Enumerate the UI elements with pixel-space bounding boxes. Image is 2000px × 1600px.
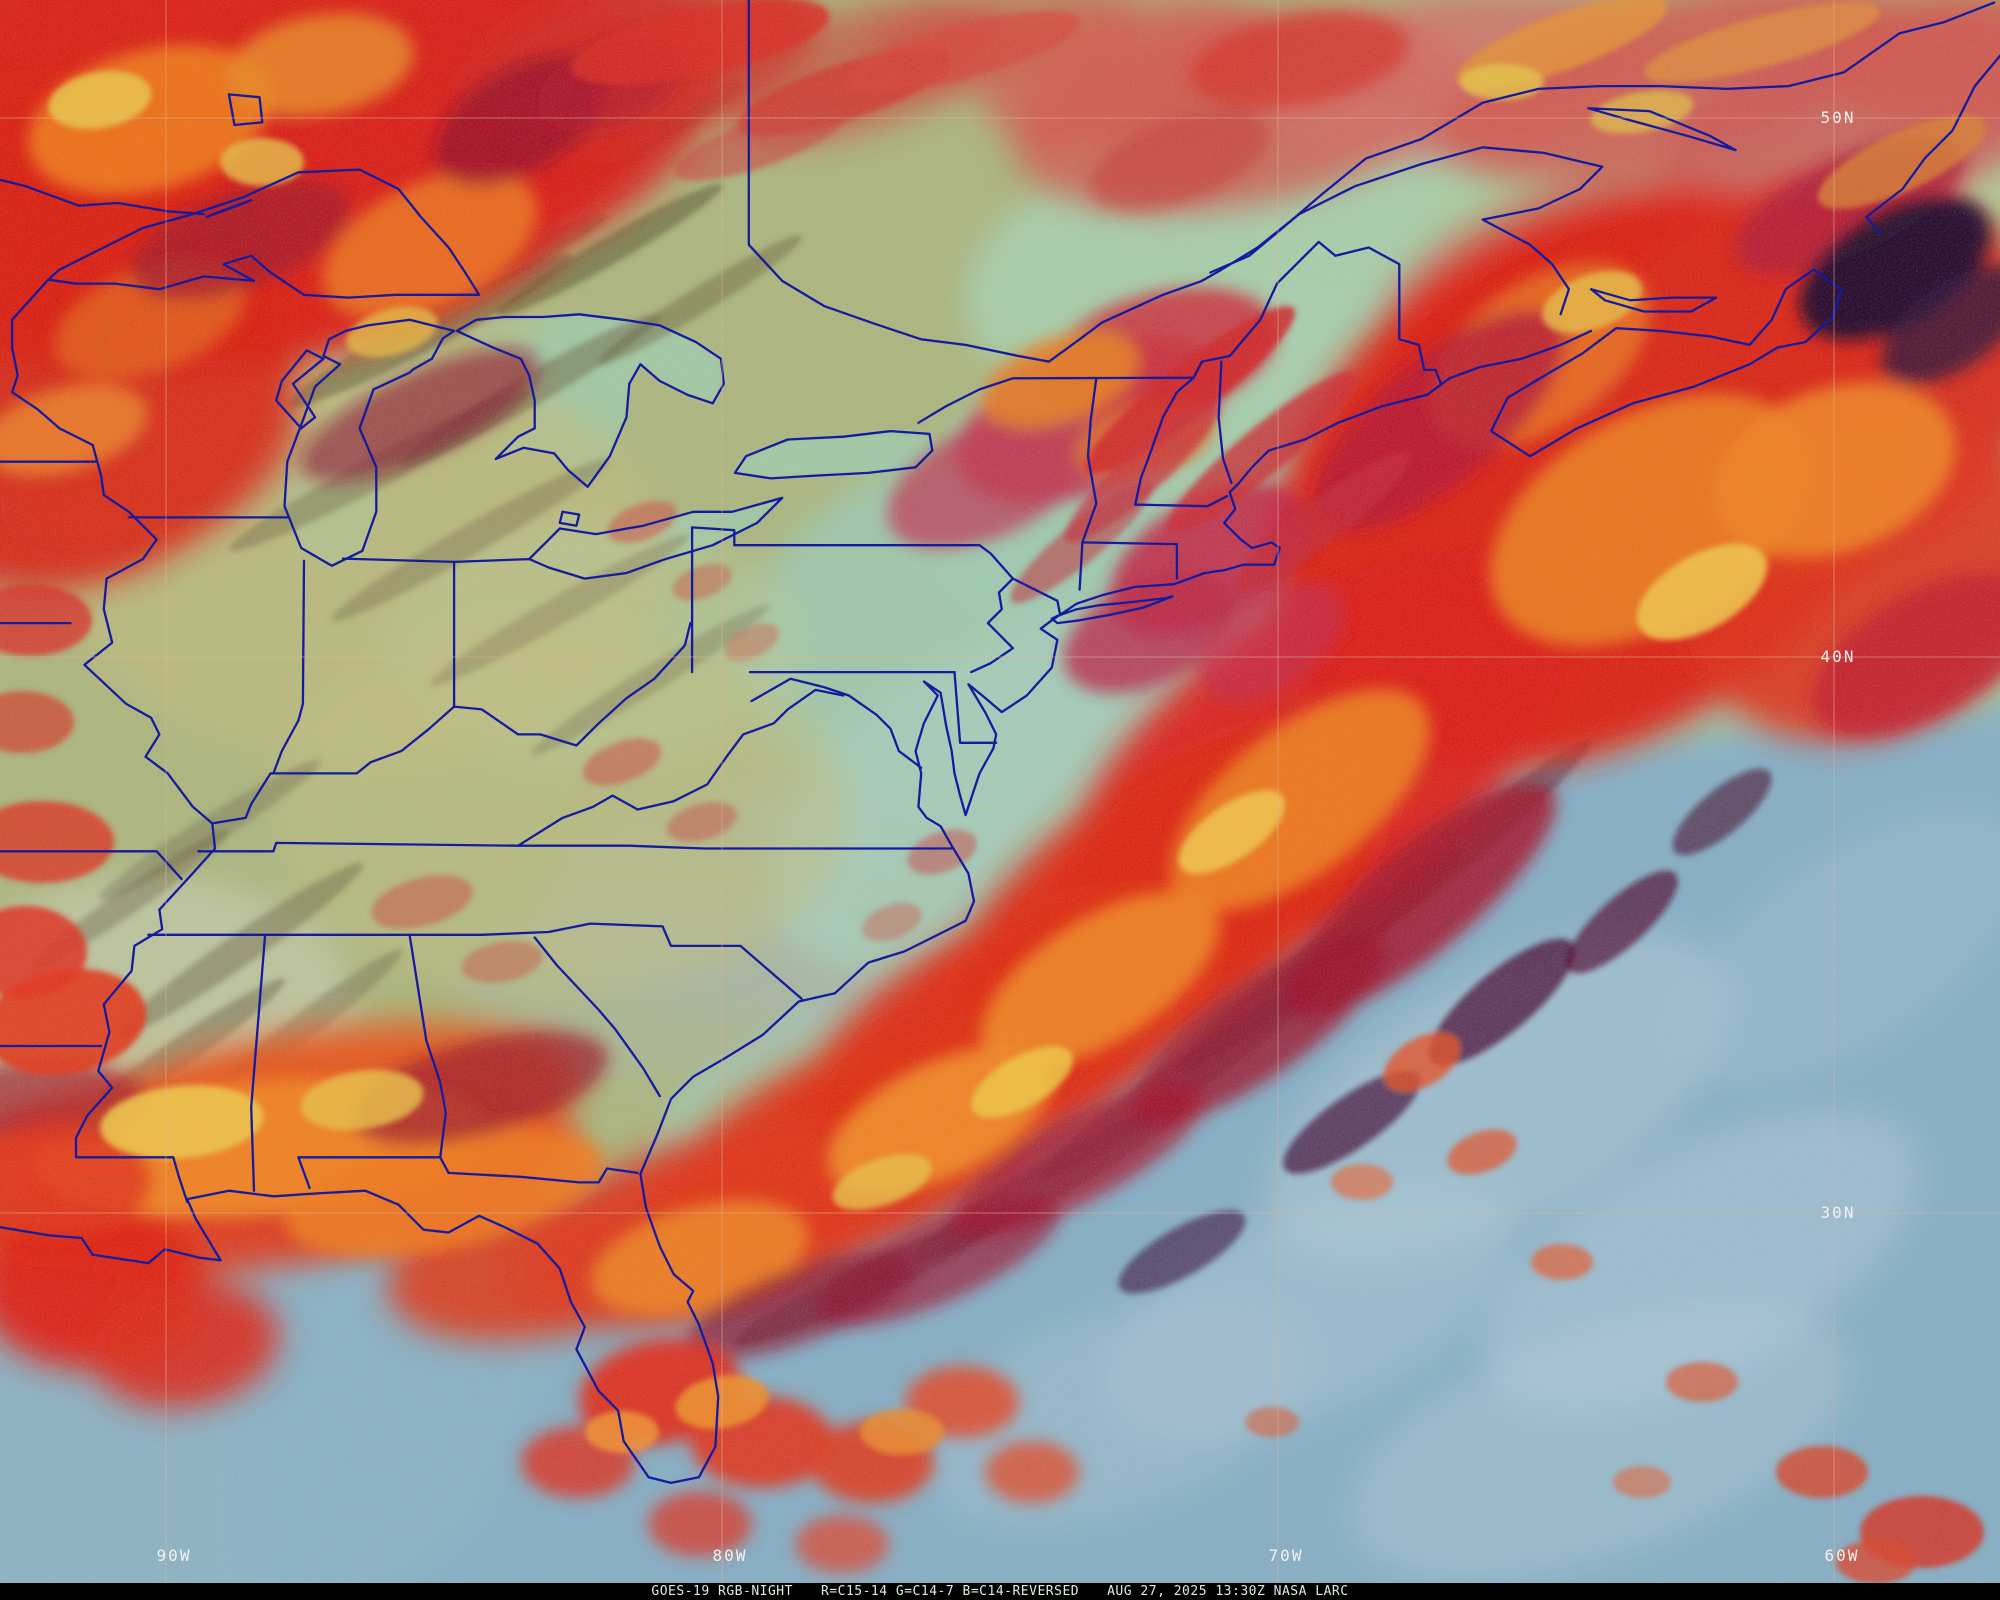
grid-label-60w: 60W (1825, 1546, 1860, 1565)
caption-recipe: R=C15-14 G=C14-7 B=C14-REVERSED (820, 1584, 1080, 1599)
map-border-layer (0, 0, 2000, 1485)
grid-label-50n: 50N (1821, 108, 1856, 127)
latlon-label-layer: 50N 40N 30N 90W 80W 70W 60W (157, 108, 1860, 1565)
grid-label-80w: 80W (713, 1546, 748, 1565)
grid-label-70w: 70W (1269, 1546, 1304, 1565)
grid-label-40n: 40N (1821, 647, 1856, 666)
caption-datetime: AUG 27, 2025 13:30Z NASA LARC (1107, 1584, 1349, 1599)
caption-bar: GOES-19 RGB-NIGHT R=C15-14 G=C14-7 B=C14… (0, 1583, 2000, 1600)
grid-label-90w: 90W (157, 1546, 192, 1565)
caption-product: GOES-19 RGB-NIGHT (651, 1584, 793, 1599)
grid-label-30n: 30N (1821, 1203, 1856, 1222)
